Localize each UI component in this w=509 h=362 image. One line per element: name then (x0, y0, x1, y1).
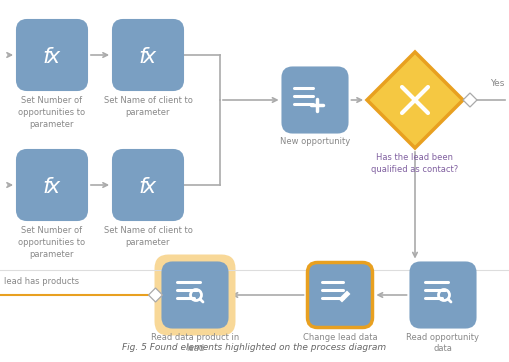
Text: lead has products: lead has products (4, 277, 79, 286)
Text: Read data product in
lead: Read data product in lead (151, 333, 239, 353)
Text: Fig. 5 Found elements highlighted on the process diagram: Fig. 5 Found elements highlighted on the… (123, 343, 386, 352)
Text: New opportunity: New opportunity (280, 138, 350, 147)
FancyBboxPatch shape (307, 262, 373, 328)
Text: Has the lead been
qualified as contact?: Has the lead been qualified as contact? (372, 153, 459, 174)
Text: Yes: Yes (490, 79, 504, 88)
Polygon shape (367, 52, 463, 148)
Text: $f\!x$: $f\!x$ (42, 177, 62, 197)
Text: $f\!x$: $f\!x$ (42, 47, 62, 67)
Text: Set Number of
opportunities to
parameter: Set Number of opportunities to parameter (18, 226, 86, 258)
Text: Read opportunity
data: Read opportunity data (407, 333, 479, 353)
Text: Set Name of client to
parameter: Set Name of client to parameter (103, 96, 192, 117)
FancyBboxPatch shape (113, 150, 183, 220)
Text: Change lead data: Change lead data (303, 333, 377, 341)
FancyBboxPatch shape (162, 262, 228, 328)
FancyBboxPatch shape (17, 150, 87, 220)
FancyBboxPatch shape (410, 262, 475, 328)
FancyBboxPatch shape (17, 20, 87, 90)
FancyBboxPatch shape (282, 67, 348, 132)
Text: $f\!x$: $f\!x$ (138, 47, 158, 67)
FancyBboxPatch shape (155, 254, 236, 336)
Polygon shape (339, 291, 350, 302)
Polygon shape (463, 93, 477, 107)
Text: Set Number of
opportunities to
parameter: Set Number of opportunities to parameter (18, 96, 86, 129)
FancyBboxPatch shape (113, 20, 183, 90)
Polygon shape (149, 288, 162, 302)
Text: $f\!x$: $f\!x$ (138, 177, 158, 197)
Text: Set Name of client to
parameter: Set Name of client to parameter (103, 226, 192, 247)
